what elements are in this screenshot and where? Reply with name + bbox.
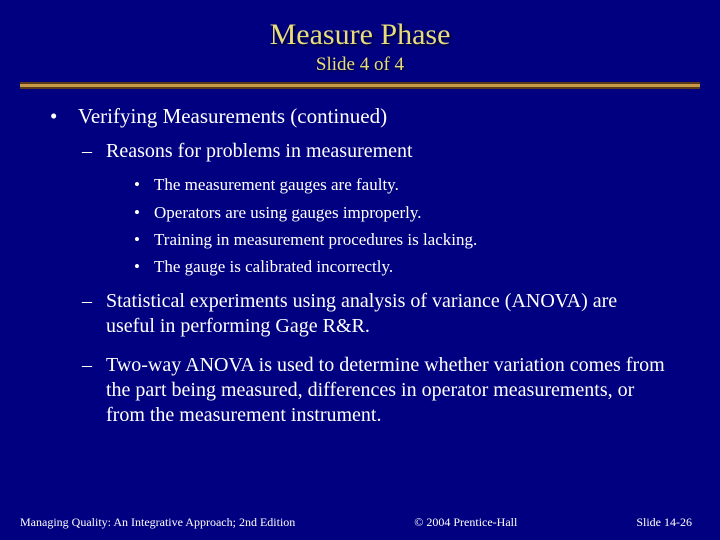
- bullet-level2: – Two-way ANOVA is used to determine whe…: [82, 353, 670, 428]
- slide-title: Measure Phase: [0, 18, 720, 52]
- slide-subtitle: Slide 4 of 4: [0, 54, 720, 76]
- dash-icon: –: [82, 139, 106, 164]
- bullet-text: Verifying Measurements (continued): [78, 103, 387, 129]
- bullet-icon: •: [134, 174, 154, 195]
- footer-right: Slide 14-26: [636, 515, 692, 530]
- divider-bar: [20, 82, 700, 89]
- bullet-text: Reasons for problems in measurement: [106, 139, 413, 164]
- bullet-text: Two-way ANOVA is used to determine wheth…: [106, 353, 670, 428]
- bullet-level1: • Verifying Measurements (continued): [50, 103, 670, 129]
- title-area: Measure Phase Slide 4 of 4: [0, 0, 720, 76]
- bullet-level2: – Reasons for problems in measurement: [82, 139, 670, 164]
- bullet-icon: •: [134, 229, 154, 250]
- dash-icon: –: [82, 353, 106, 428]
- bullet-text: Statistical experiments using analysis o…: [106, 289, 670, 339]
- bullet-level3: • Operators are using gauges improperly.: [134, 202, 670, 223]
- bullet-level3: • Training in measurement procedures is …: [134, 229, 670, 250]
- bullet-text: The gauge is calibrated incorrectly.: [154, 256, 393, 277]
- bullet-text: Training in measurement procedures is la…: [154, 229, 477, 250]
- bullet-icon: •: [50, 103, 78, 129]
- footer: Managing Quality: An Integrative Approac…: [0, 515, 720, 530]
- bullet-text: The measurement gauges are faulty.: [154, 174, 399, 195]
- dash-icon: –: [82, 289, 106, 339]
- bullet-icon: •: [134, 256, 154, 277]
- bullet-level2: – Statistical experiments using analysis…: [82, 289, 670, 339]
- bullet-icon: •: [134, 202, 154, 223]
- footer-center: © 2004 Prentice-Hall: [414, 515, 517, 530]
- slide-content: • Verifying Measurements (continued) – R…: [0, 89, 720, 428]
- bullet-level3: • The gauge is calibrated incorrectly.: [134, 256, 670, 277]
- footer-left: Managing Quality: An Integrative Approac…: [20, 515, 295, 530]
- bullet-text: Operators are using gauges improperly.: [154, 202, 422, 223]
- bullet-level3: • The measurement gauges are faulty.: [134, 174, 670, 195]
